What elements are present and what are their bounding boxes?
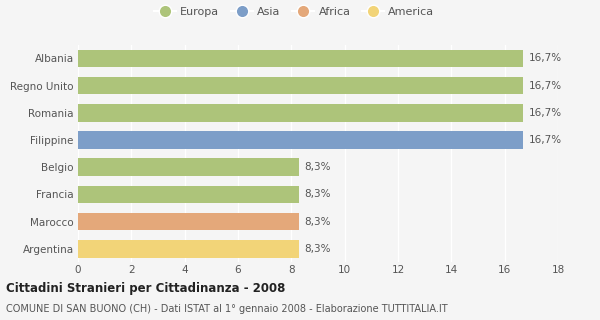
- Legend: Europa, Asia, Africa, America: Europa, Asia, Africa, America: [149, 3, 439, 21]
- Text: 16,7%: 16,7%: [529, 135, 562, 145]
- Bar: [78, 104, 523, 122]
- Bar: [78, 213, 299, 230]
- Bar: [78, 131, 523, 149]
- Bar: [78, 186, 299, 203]
- Bar: [78, 77, 523, 94]
- Text: 8,3%: 8,3%: [305, 162, 331, 172]
- Text: COMUNE DI SAN BUONO (CH) - Dati ISTAT al 1° gennaio 2008 - Elaborazione TUTTITAL: COMUNE DI SAN BUONO (CH) - Dati ISTAT al…: [6, 304, 448, 314]
- Text: 16,7%: 16,7%: [529, 53, 562, 63]
- Bar: [78, 50, 523, 67]
- Bar: [78, 240, 299, 258]
- Text: Cittadini Stranieri per Cittadinanza - 2008: Cittadini Stranieri per Cittadinanza - 2…: [6, 282, 286, 295]
- Text: 8,3%: 8,3%: [305, 189, 331, 199]
- Text: 8,3%: 8,3%: [305, 244, 331, 254]
- Text: 16,7%: 16,7%: [529, 108, 562, 118]
- Bar: [78, 158, 299, 176]
- Text: 16,7%: 16,7%: [529, 81, 562, 91]
- Text: 8,3%: 8,3%: [305, 217, 331, 227]
